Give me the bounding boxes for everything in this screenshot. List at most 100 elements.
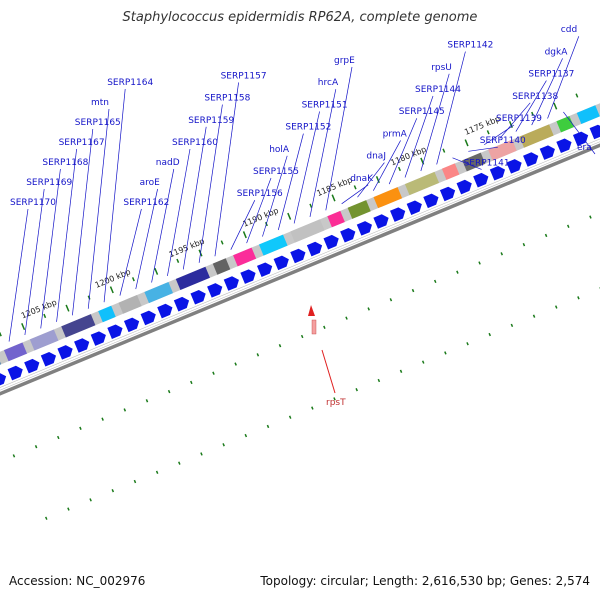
label-leader (309, 89, 337, 217)
label-leader (246, 177, 272, 244)
gene-label: SERP1152 (285, 123, 331, 133)
inner-tick (355, 388, 358, 392)
gene-arrow (290, 248, 306, 264)
label-leader (214, 82, 239, 257)
gene-arrow (173, 296, 190, 312)
gene-label: cdd (561, 25, 577, 35)
inner-tick (244, 433, 248, 438)
gene-feature (327, 210, 345, 228)
label-leader (452, 157, 482, 170)
inner-tick (589, 215, 592, 219)
inner-tick (500, 252, 504, 256)
inner-tick (222, 443, 225, 447)
inner-tick (544, 233, 548, 238)
ruler-tick (309, 203, 313, 208)
label-leader (388, 118, 418, 185)
gene-label: nadD (156, 158, 180, 168)
gene-label: mtn (91, 98, 109, 108)
gene-arrow (589, 124, 600, 140)
gene-label: SERP1164 (107, 78, 153, 88)
label-leader (40, 168, 61, 329)
ruler-tick (486, 130, 490, 135)
inner-tick (377, 378, 381, 383)
gene-arrow (74, 338, 90, 353)
genome-summary-text: Topology: circular; Length: 2,616,530 bp… (260, 574, 590, 588)
label-leader (230, 200, 256, 250)
inner-tick (288, 415, 292, 419)
label-leader (325, 66, 353, 211)
gene-label: SERP1158 (204, 94, 250, 104)
gene-feature (3, 342, 28, 362)
label-leader (484, 124, 515, 146)
gene-feature (290, 219, 325, 243)
ruler-label: 1180 kbp (389, 145, 427, 168)
gene-arrow (473, 172, 489, 188)
gene-arrow (489, 166, 506, 181)
gene-arrow (523, 152, 539, 167)
inner-tick (79, 426, 82, 431)
ruler-tick (375, 176, 380, 184)
label-leader (420, 73, 450, 172)
ruler-tick (176, 258, 180, 263)
gene-label: SERP1155 (253, 167, 299, 177)
label-leader (56, 148, 77, 322)
label-leader (436, 51, 466, 165)
label-leader (404, 95, 434, 178)
inner-tick (399, 369, 403, 373)
inner-tick (133, 479, 137, 484)
gene-label: grpE (334, 56, 355, 66)
gene-label: SERP1144 (415, 85, 461, 95)
gene-arrow (306, 241, 323, 257)
ruler-tick (0, 332, 2, 337)
inner-tick (367, 307, 370, 311)
gene-arrow (390, 207, 406, 222)
gene-label: dnaK (350, 174, 374, 184)
inner-tick (345, 316, 348, 320)
label-leader (373, 140, 401, 191)
inner-tick (67, 507, 70, 511)
gene-label: SERP1140 (480, 136, 526, 146)
inner-tick (101, 417, 104, 421)
ruler-tick (220, 240, 224, 245)
gene-label: SERP1139 (496, 114, 542, 124)
inner-tick (178, 461, 181, 465)
inner-tick (444, 351, 447, 355)
gene-label: SERP1160 (172, 138, 218, 148)
inner-tick (34, 445, 38, 449)
label-leader (468, 146, 498, 152)
gene-arrow (123, 317, 140, 333)
label-leader (119, 208, 142, 296)
inner-tick (333, 397, 336, 401)
inner-tick (488, 332, 491, 337)
gene-arrow (240, 269, 256, 284)
gene-feature (98, 305, 116, 323)
inner-tick (510, 323, 514, 328)
gene-arrow (456, 179, 472, 195)
gene-arrow (223, 276, 239, 291)
gene-label: dgkA (545, 47, 569, 57)
inner-tick (311, 406, 314, 410)
label-leader (24, 188, 45, 336)
gene-feature (233, 247, 257, 267)
gene-arrow (373, 214, 389, 229)
gene-feature (488, 139, 517, 161)
label-leader (87, 108, 110, 309)
gene-label: SERP1151 (302, 100, 348, 110)
gene-feature (212, 258, 231, 275)
gene-feature (118, 295, 142, 314)
inner-tick (389, 298, 393, 302)
gene-arrow (406, 200, 422, 216)
gene-label: era (577, 143, 592, 153)
inner-tick (566, 224, 570, 228)
gene-label: SERP1165 (75, 118, 121, 128)
inner-tick (456, 270, 459, 274)
gene-label: SERP1169 (26, 178, 72, 188)
label-leader (167, 148, 191, 277)
gene-arrow (572, 131, 589, 147)
gene-feature (576, 105, 600, 124)
inner-tick (554, 305, 558, 309)
inner-tick (212, 371, 215, 375)
gene-label: hrcA (318, 78, 339, 88)
